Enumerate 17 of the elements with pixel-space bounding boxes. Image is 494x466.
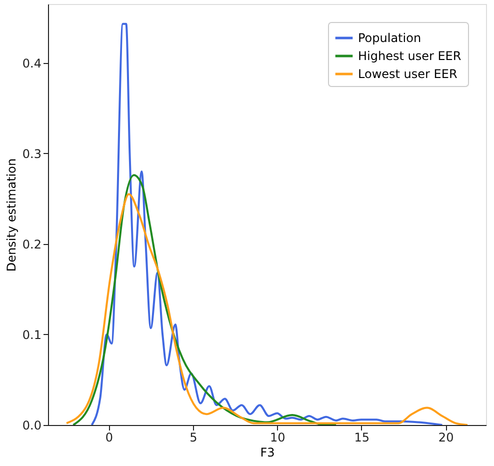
y-tick-label: 0.4 <box>22 56 42 70</box>
line-series <box>72 174 338 425</box>
legend-label: Highest user EER <box>358 49 462 63</box>
y-tick-label: 0.0 <box>22 418 42 432</box>
x-tick-label: 0 <box>105 430 113 444</box>
x-tick-label: 15 <box>354 430 370 444</box>
x-tick-label: 5 <box>190 430 198 444</box>
line-series <box>66 193 468 425</box>
legend-label: Population <box>358 31 422 45</box>
y-axis-title: Density estimation <box>4 158 18 272</box>
x-tick-label: 20 <box>438 430 454 444</box>
x-tick-label: 10 <box>270 430 286 444</box>
x-axis-title: F3 <box>260 446 275 460</box>
y-tick-label: 0.3 <box>22 146 42 161</box>
y-tick-label: 0.2 <box>22 237 42 252</box>
legend-label: Lowest user EER <box>358 67 458 81</box>
y-tick-label: 0.1 <box>22 328 42 342</box>
